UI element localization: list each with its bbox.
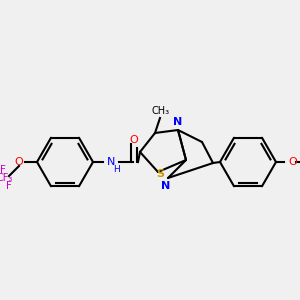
Text: N: N xyxy=(161,181,171,191)
Text: F: F xyxy=(0,165,6,175)
Text: CF₃: CF₃ xyxy=(0,173,13,183)
Text: CH₃: CH₃ xyxy=(152,106,170,116)
Text: N: N xyxy=(107,157,115,167)
Text: H: H xyxy=(112,164,119,173)
Text: O: O xyxy=(15,157,23,167)
Text: S: S xyxy=(156,169,164,179)
Text: O: O xyxy=(288,157,297,167)
Text: O: O xyxy=(130,135,138,145)
Text: F: F xyxy=(6,181,12,191)
Text: N: N xyxy=(173,117,183,127)
